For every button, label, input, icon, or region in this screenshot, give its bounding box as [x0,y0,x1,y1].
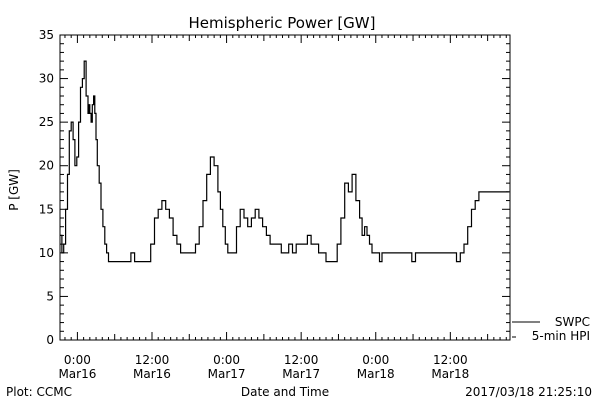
plot-frame [59,34,511,341]
legend-swpc-label: SWPC [555,315,590,329]
y-axis-label: P [GW] [7,169,21,211]
footer-plot-credit: Plot: CCMC [6,385,72,399]
y-axis: 0 5 10 15 20 25 30 35 [39,28,510,347]
y-tick-label: 20 [39,159,54,173]
y-tick-label: 30 [39,72,54,86]
footer-timestamp: 2017/03/18 21:25:10 [465,385,592,399]
x-tick-date-label: Mar17 [282,367,320,381]
legend: SWPC 5-min HPI [512,315,590,343]
y-tick-label: 0 [46,333,54,347]
x-tick-date-label: Mar18 [357,367,395,381]
x-axis: 0:00Mar1612:00Mar160:00Mar1712:00Mar170:… [58,35,507,381]
y-tick-label: 10 [39,246,54,260]
y-tick-label: 5 [46,289,54,303]
x-tick-date-label: Mar16 [58,367,96,381]
legend-hpi-label: 5-min HPI [532,329,590,343]
x-tick-time-label: 0:00 [362,353,389,367]
series-layer [60,60,509,263]
x-tick-time-label: 12:00 [433,353,468,367]
series-line-swpc [60,60,509,263]
x-tick-date-label: Mar17 [208,367,246,381]
x-tick-date-label: Mar18 [431,367,469,381]
y-tick-label: 15 [39,202,54,216]
y-tick-label: 25 [39,115,54,129]
x-tick-time-label: 0:00 [213,353,240,367]
x-tick-time-label: 0:00 [64,353,91,367]
x-tick-time-label: 12:00 [284,353,319,367]
chart-title: Hemispheric Power [GW] [189,14,376,32]
y-tick-label: 35 [39,28,54,42]
x-tick-time-label: 12:00 [135,353,170,367]
x-axis-label: Date and Time [241,385,329,399]
x-tick-date-label: Mar16 [133,367,171,381]
